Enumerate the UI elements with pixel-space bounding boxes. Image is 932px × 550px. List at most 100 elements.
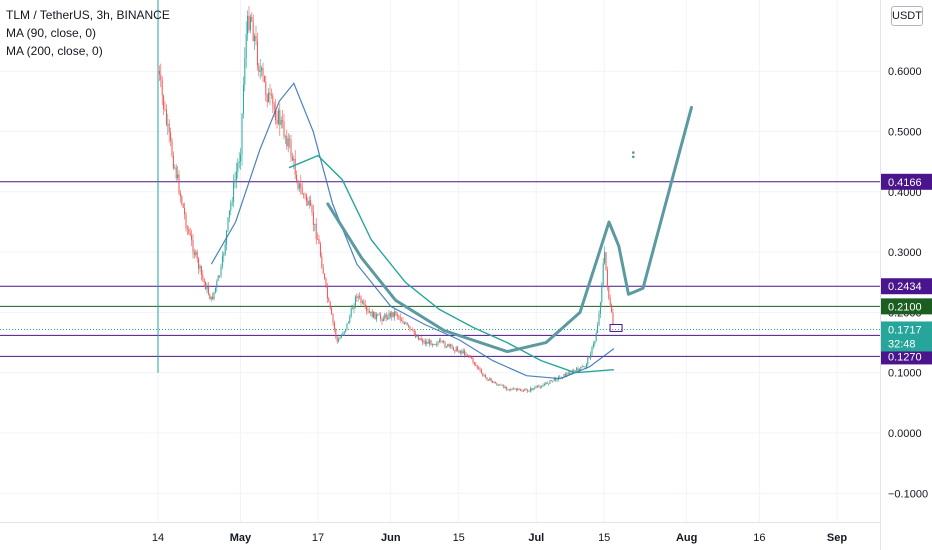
candle-body <box>231 201 233 203</box>
price-axis[interactable]: 0.60000.50000.40000.30000.20000.10000.00… <box>880 0 929 550</box>
candle-body <box>560 376 562 378</box>
candle-body <box>251 16 253 22</box>
candle-body <box>419 338 421 340</box>
candle-body <box>475 364 477 366</box>
candle-body <box>177 174 179 179</box>
price-tick-label: 0.5000 <box>888 127 922 139</box>
candle-body <box>438 340 440 343</box>
grid <box>0 0 880 522</box>
candle-body <box>158 70 160 75</box>
candle-body <box>559 376 561 378</box>
candle-body <box>433 344 435 345</box>
candle-body <box>395 311 397 315</box>
candle-body <box>329 301 331 309</box>
candle-body <box>331 308 333 315</box>
candle-body <box>550 380 552 382</box>
candle-body <box>213 292 215 300</box>
candle-body <box>188 228 190 234</box>
candle-body <box>469 355 471 358</box>
symbol-title[interactable]: TLM / TetherUS, 3h, BINANCE <box>6 8 170 22</box>
candle-body <box>536 385 538 387</box>
indicator-ma90[interactable]: MA (90, close, 0) <box>6 26 97 40</box>
candle-body <box>298 183 300 189</box>
candle-body <box>609 298 611 305</box>
candle-body <box>198 258 200 269</box>
candle-body <box>403 323 405 324</box>
price-tick-label: 0.3000 <box>888 247 922 259</box>
candle-body <box>363 301 365 305</box>
candle-body <box>521 390 523 392</box>
candle-body <box>270 94 272 96</box>
candle-body <box>464 350 466 356</box>
indicator-ma200[interactable]: MA (200, close, 0) <box>6 44 103 58</box>
candle-body <box>247 15 249 35</box>
candle-body <box>318 239 320 244</box>
candle-body <box>543 384 545 386</box>
candle-body <box>377 314 379 316</box>
candle-body <box>233 182 235 202</box>
candle-body <box>252 21 254 41</box>
candle-body <box>399 316 401 320</box>
candle-body <box>347 322 349 324</box>
candle-body <box>256 41 258 66</box>
candle-body <box>574 370 576 372</box>
candle-body <box>333 322 335 330</box>
candle-body <box>503 384 505 389</box>
candle-body <box>277 110 279 124</box>
time-tick-label: Aug <box>676 532 697 544</box>
candle-body <box>319 243 321 257</box>
candle-body <box>452 347 454 351</box>
candle-body <box>406 322 408 326</box>
candle-body <box>504 387 506 389</box>
candle-body <box>224 244 226 254</box>
horizontal-levels <box>0 181 880 357</box>
candle-body <box>529 388 531 392</box>
candle-body <box>391 312 393 317</box>
candle-body <box>408 325 410 327</box>
time-axis[interactable]: 14 May 17 Jun 15 Jul 15 Aug 16 Sep <box>0 522 880 545</box>
candle-body <box>301 187 303 195</box>
candle-body <box>304 194 306 196</box>
candle-body <box>290 139 292 157</box>
candle-body <box>599 302 601 314</box>
currency-button[interactable]: USDT <box>891 6 923 26</box>
candle-body <box>413 330 415 334</box>
candle-body <box>364 304 366 307</box>
candle-body <box>237 163 239 172</box>
candle-body <box>259 70 261 72</box>
candle-body <box>205 282 207 290</box>
candle-body <box>525 389 527 391</box>
candle-body <box>182 203 184 208</box>
candle-body <box>276 120 278 124</box>
candle-body <box>465 354 467 356</box>
candle-body <box>518 388 520 390</box>
candle-body <box>370 311 372 313</box>
candle-body <box>450 344 452 347</box>
candle-body <box>578 368 580 372</box>
candle-body <box>455 347 457 352</box>
candle-body <box>326 285 328 299</box>
candle-body <box>202 274 204 279</box>
price-labels: 0.41660.24340.21000.16180.12700.171732:4… <box>881 173 932 365</box>
candle-body <box>186 228 188 230</box>
candle-body <box>217 275 219 281</box>
candle-body <box>287 138 289 147</box>
candle-body <box>594 341 596 345</box>
candle-body <box>185 214 187 229</box>
candle-body <box>493 381 495 383</box>
candle-body <box>483 375 485 377</box>
candle-body <box>382 318 384 322</box>
ma200-line <box>288 154 614 374</box>
candle-body <box>345 328 347 332</box>
bar-countdown-label: 32:48 <box>888 338 916 350</box>
candle-body <box>381 318 383 322</box>
time-tick-label: Jul <box>528 532 544 544</box>
candle-body <box>181 196 183 204</box>
candle-body <box>342 334 344 336</box>
candle-body <box>539 386 541 388</box>
candle-body <box>238 161 240 164</box>
candle-body <box>184 207 186 215</box>
candle-body <box>263 75 265 82</box>
level-price-label: 0.1270 <box>888 351 922 363</box>
